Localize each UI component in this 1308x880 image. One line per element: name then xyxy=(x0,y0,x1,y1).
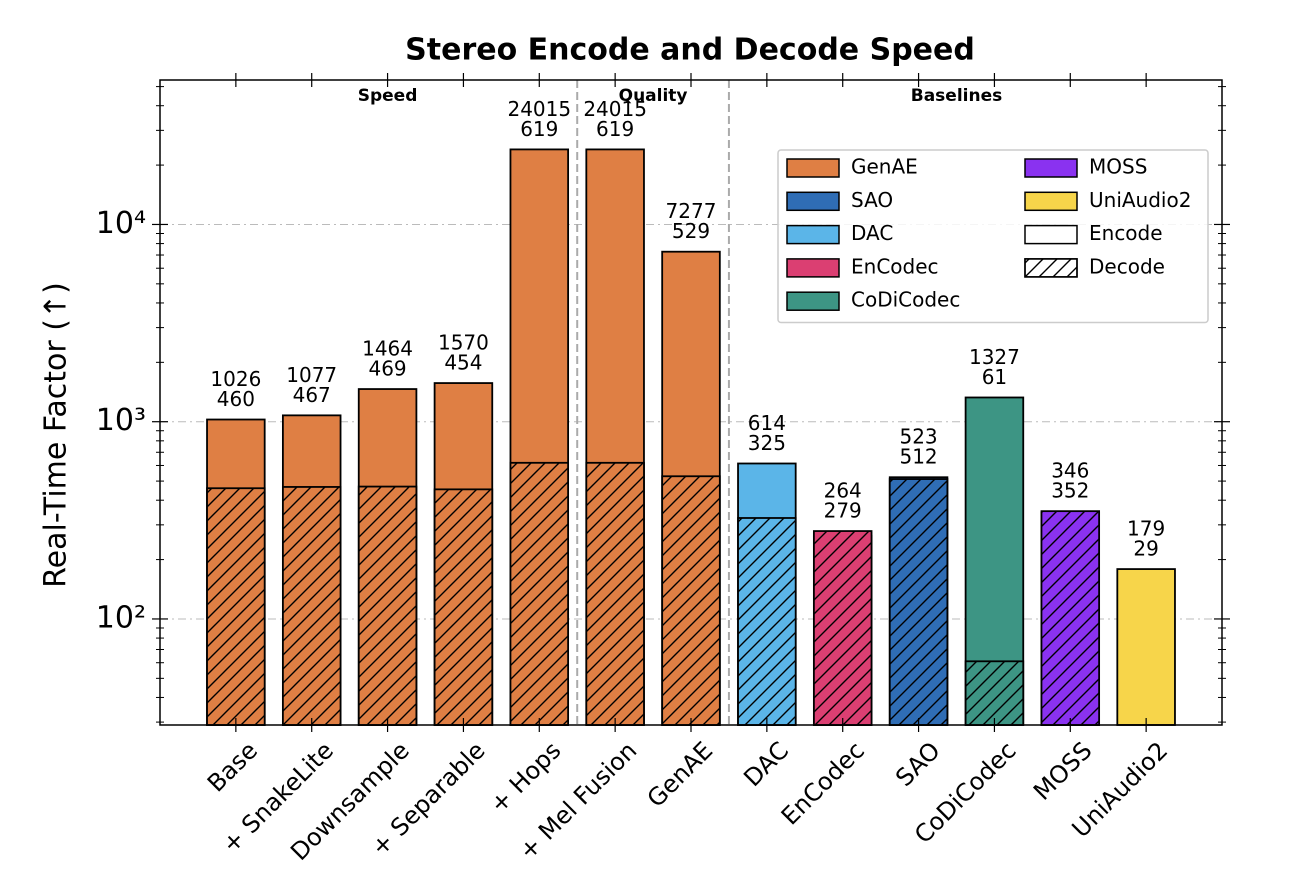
value-label: 29 xyxy=(1133,537,1158,561)
bar-hatch xyxy=(888,478,949,726)
legend-label: DAC xyxy=(851,221,893,245)
legend-label: CoDiCodec xyxy=(851,288,960,312)
x-tick-label: MOSS xyxy=(1028,736,1097,805)
bar-hatch xyxy=(281,486,342,726)
legend-swatch xyxy=(786,191,840,212)
chart-title: Stereo Encode and Decode Speed xyxy=(405,33,975,68)
x-tick-label: GenAE xyxy=(642,736,718,812)
decode-bar xyxy=(585,461,645,726)
y-tick-label: 10² xyxy=(96,600,146,635)
decode-bar xyxy=(1040,510,1101,726)
bar-hatch xyxy=(433,488,494,726)
value-label: 454 xyxy=(444,351,482,375)
decode-bar xyxy=(357,485,418,726)
group-label: Baselines xyxy=(911,86,1002,106)
value-label: 1077 xyxy=(286,363,337,387)
x-tick-label: Base xyxy=(202,736,263,797)
decode-bar xyxy=(281,486,342,726)
legend-label: GenAE xyxy=(851,155,918,179)
legend-label: UniAudio2 xyxy=(1089,188,1191,212)
legend-label: SAO xyxy=(851,188,893,212)
decode-bar xyxy=(433,488,494,726)
decode-bar xyxy=(964,660,1025,726)
y-tick-label: 10³ xyxy=(96,403,146,438)
value-label: 469 xyxy=(368,357,406,381)
value-label: 325 xyxy=(748,431,786,455)
legend-hatch xyxy=(1024,258,1078,278)
bar-hatch xyxy=(661,475,721,726)
legend-swatch xyxy=(786,158,840,178)
group-label: Quality xyxy=(619,86,688,106)
decode-bar xyxy=(661,475,721,726)
value-label: 460 xyxy=(217,387,255,411)
value-label: 619 xyxy=(520,117,558,141)
y-tick-label: 10⁴ xyxy=(96,206,146,241)
y-axis-label: Real-Time Factor (↑) xyxy=(39,282,74,588)
decode-bar xyxy=(812,530,873,726)
bar-hatch xyxy=(206,487,266,726)
legend-swatch xyxy=(1024,158,1078,178)
decode-bar xyxy=(509,461,570,726)
x-tick-label: DAC xyxy=(738,736,794,792)
value-label: 529 xyxy=(672,219,710,243)
legend-label: Encode xyxy=(1089,221,1163,245)
x-tick-label: SAO xyxy=(890,736,946,792)
bar-hatch xyxy=(509,461,570,726)
legend-swatch xyxy=(1024,224,1078,245)
encode-bar xyxy=(1116,568,1176,726)
value-label: 24015 xyxy=(507,97,571,121)
legend-swatch xyxy=(786,258,840,278)
bar-hatch xyxy=(585,461,645,726)
value-label: 1570 xyxy=(438,331,489,355)
value-label: 512 xyxy=(899,445,937,469)
value-label: 24015 xyxy=(583,97,647,121)
value-label: 619 xyxy=(596,117,634,141)
legend-swatch xyxy=(786,224,840,245)
value-label: 279 xyxy=(824,499,862,523)
value-label: 1026 xyxy=(210,367,261,391)
bar-hatch xyxy=(812,530,873,726)
value-label: 179 xyxy=(1127,517,1165,541)
value-label: 264 xyxy=(824,479,862,503)
value-label: 523 xyxy=(899,425,937,449)
value-label: 352 xyxy=(1051,479,1089,503)
legend-swatch xyxy=(786,291,840,311)
legend-label: MOSS xyxy=(1089,155,1147,179)
value-label: 467 xyxy=(293,383,331,407)
decode-bar xyxy=(888,478,949,726)
value-label: 346 xyxy=(1051,459,1089,483)
value-label: 61 xyxy=(982,365,1007,389)
decode-bar xyxy=(737,517,797,726)
value-label: 1327 xyxy=(969,345,1020,369)
bar-hatch xyxy=(357,485,418,726)
plot-frame xyxy=(159,79,1223,726)
value-label: 614 xyxy=(748,411,786,435)
group-label: Speed xyxy=(358,86,418,106)
legend-box xyxy=(777,149,1209,324)
bar-hatch xyxy=(964,660,1025,726)
value-label: 7277 xyxy=(666,199,717,223)
bar-hatch xyxy=(1040,510,1101,726)
legend-label: EnCodec xyxy=(851,254,939,278)
legend-label: Decode xyxy=(1089,254,1165,278)
bar-hatch xyxy=(737,517,797,726)
decode-bar xyxy=(206,487,266,726)
x-tick-label: EnCodec xyxy=(776,736,870,830)
legend-swatch xyxy=(1024,191,1078,212)
value-label: 1464 xyxy=(362,337,413,361)
